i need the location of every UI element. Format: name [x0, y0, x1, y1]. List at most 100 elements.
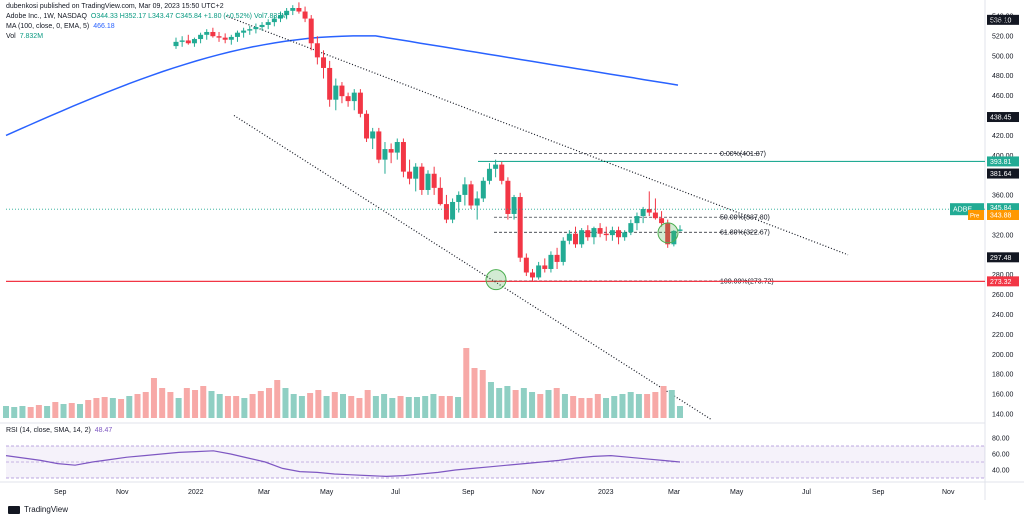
candle-body	[677, 229, 683, 231]
candle-body	[296, 8, 302, 12]
y-tick-label: 280.00	[992, 272, 1014, 279]
y-tick-label: 520.00	[992, 33, 1014, 40]
volume-bar	[496, 388, 503, 418]
y-tick-label: 140.00	[992, 412, 1014, 419]
volume-bar	[27, 407, 34, 418]
y-tick-label: 180.00	[992, 372, 1014, 379]
candle-body	[468, 184, 474, 206]
candle-body	[253, 27, 259, 30]
volume-bar	[537, 394, 544, 418]
pre-price-label: 343.88	[990, 212, 1012, 219]
volume-bar	[3, 406, 9, 418]
volume-bar	[652, 392, 659, 418]
candle-body	[634, 216, 640, 224]
volume-bar	[85, 400, 92, 418]
volume-bar	[611, 396, 618, 418]
candle-body	[609, 230, 615, 236]
volume-bar	[660, 386, 667, 418]
candle-body	[671, 230, 677, 245]
volume-bar	[529, 392, 536, 418]
candle-body	[265, 22, 271, 25]
y-tick-label: 240.00	[992, 312, 1014, 319]
pre-price-bg	[987, 209, 1019, 220]
volume-bar	[315, 390, 322, 418]
volume-label: Vol	[6, 33, 16, 40]
symbol-legend[interactable]: Adobe Inc., 1W, NASDAQ O344.33 H352.17 L…	[6, 12, 289, 21]
candle-body	[400, 142, 406, 172]
candle-body	[204, 31, 210, 35]
candle-body	[222, 37, 228, 40]
candle-body	[505, 180, 511, 214]
rsi-tick-label: 60.00	[992, 452, 1010, 459]
footer-brand[interactable]: TradingView	[8, 505, 68, 514]
rsi-label: RSI (14, close, SMA, 14, 2)	[6, 427, 91, 434]
candle-body	[198, 34, 204, 40]
volume-bar	[60, 404, 67, 418]
currency-label: USD	[992, 18, 1007, 25]
candle-body	[665, 223, 671, 245]
tradingview-logo-icon	[8, 505, 20, 514]
volume-bar	[142, 392, 149, 418]
volume-bar	[455, 397, 462, 418]
y-tick-label: 360.00	[992, 193, 1014, 200]
volume-bar	[372, 396, 379, 418]
rsi-tick-label: 40.00	[992, 468, 1010, 475]
volume-bar	[192, 390, 199, 418]
support-highlight-circle	[485, 269, 507, 291]
price-tag-label: 297.48	[990, 255, 1012, 262]
volume-bar	[553, 388, 560, 418]
rsi-legend[interactable]: RSI (14, close, SMA, 14, 2) 48.47	[6, 426, 114, 435]
candle-body	[327, 67, 333, 100]
volume-bar	[167, 392, 174, 418]
x-tick-label: Jul	[802, 489, 811, 496]
volume-bar	[570, 396, 577, 418]
y-tick-label: 500.00	[992, 53, 1014, 60]
volume-bar	[389, 398, 396, 418]
x-tick-label: May	[320, 489, 334, 496]
volume-bar	[109, 398, 116, 418]
candle-body	[376, 131, 382, 160]
volume-bar	[603, 398, 610, 418]
volume-bar	[561, 394, 568, 418]
volume-legend[interactable]: Vol 7.832M	[6, 32, 45, 41]
volume-bar	[323, 396, 330, 418]
volume-bar	[159, 388, 166, 418]
candle-body	[450, 201, 456, 220]
volume-bar	[668, 390, 675, 418]
rsi-line	[5, 450, 681, 478]
candle-body	[259, 24, 265, 28]
volume-bar	[413, 397, 420, 418]
candle-body	[425, 173, 431, 190]
candle-body	[345, 96, 351, 102]
fib-highlight-circle	[657, 222, 679, 244]
candle-body	[456, 194, 462, 202]
ticker-tag-label: ADBE	[953, 207, 972, 214]
y-tick-label: 320.00	[992, 232, 1014, 239]
candle-body	[179, 40, 185, 42]
candle-body	[579, 230, 585, 245]
candle-body	[277, 15, 283, 19]
candle-body	[308, 18, 314, 44]
candle-body	[321, 57, 327, 68]
candle-body	[573, 233, 579, 245]
x-tick-label: Nov	[532, 489, 545, 496]
volume-bar	[241, 398, 248, 418]
candle-body	[566, 233, 572, 241]
candle-body	[542, 265, 548, 269]
candle-body	[616, 230, 622, 238]
candle-body	[603, 233, 609, 236]
candle-body	[486, 168, 492, 181]
pre-tag-bg	[968, 209, 984, 220]
x-tick-label: Nov	[942, 489, 955, 496]
x-tick-label: 2023	[598, 489, 614, 496]
volume-bar	[183, 388, 190, 418]
y-tick-label: 420.00	[992, 133, 1014, 140]
price-tag-bg	[987, 276, 1019, 287]
ma-line	[5, 35, 679, 137]
ma-legend[interactable]: MA (100, close, 0, EMA, 5) 466.18	[6, 22, 117, 31]
volume-bar	[463, 348, 470, 418]
volume-bar	[150, 378, 157, 418]
volume-bar	[356, 398, 363, 418]
candle-body	[646, 209, 652, 213]
